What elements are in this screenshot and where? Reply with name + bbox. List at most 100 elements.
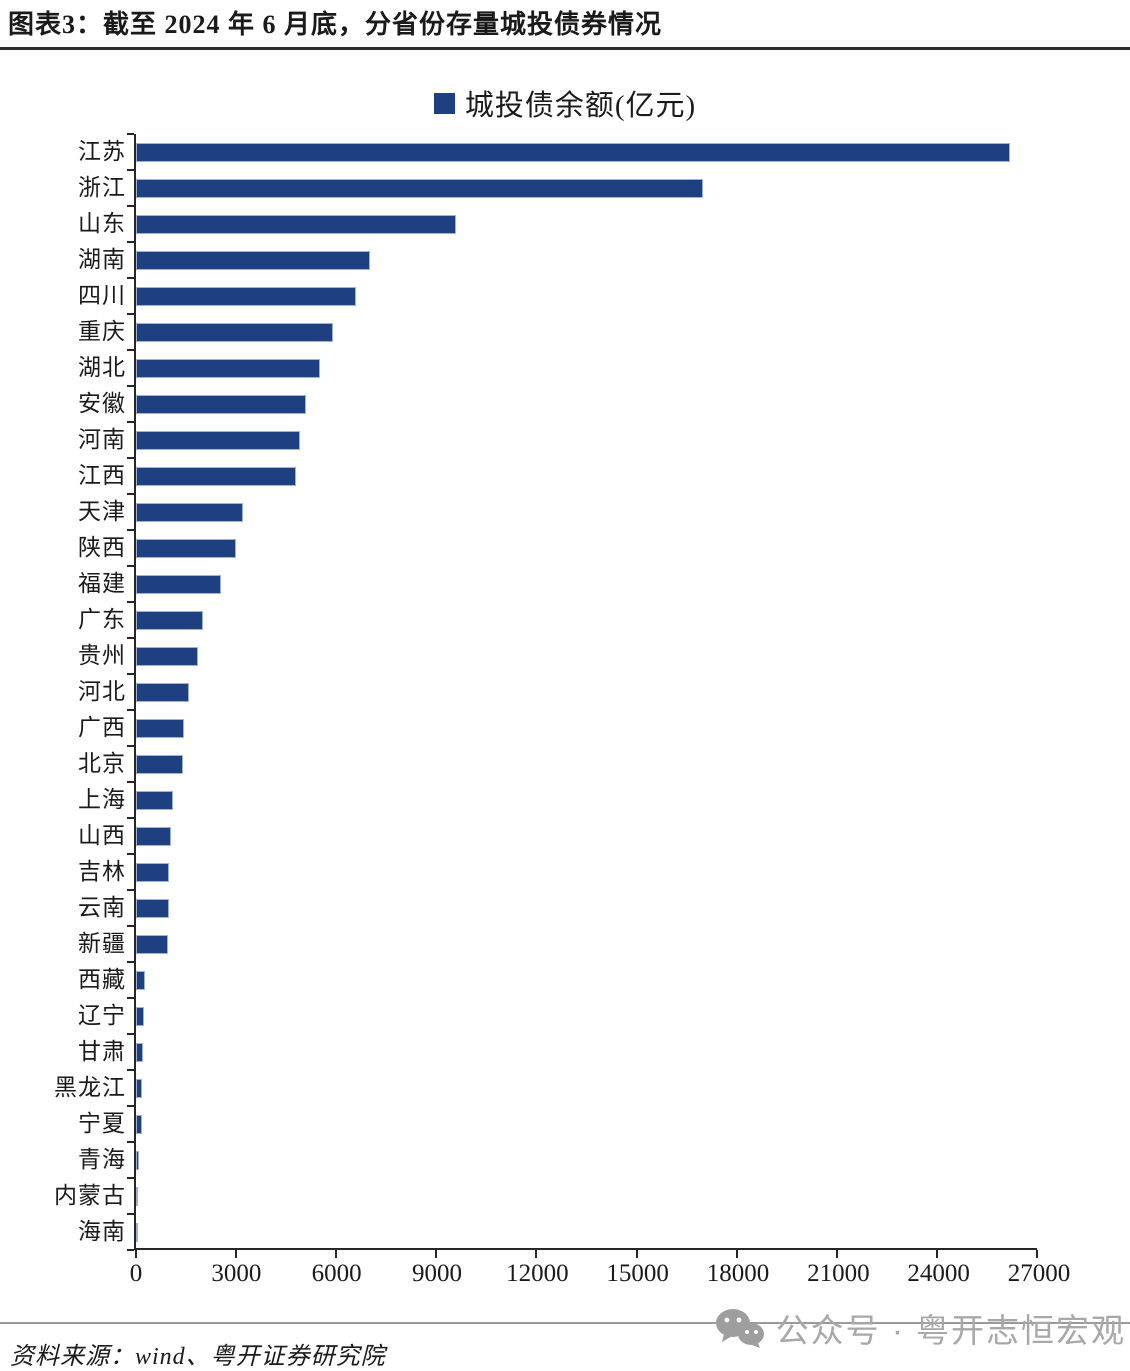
y-axis-tick	[127, 961, 134, 963]
category-label: 山西	[78, 823, 126, 848]
y-axis-tick	[127, 853, 134, 855]
bar-row	[136, 1106, 1037, 1142]
category-label: 天津	[78, 499, 126, 524]
y-axis-tick	[127, 709, 134, 711]
plot-area	[127, 133, 1038, 1258]
bar-row	[136, 170, 1037, 206]
bar-row	[136, 602, 1037, 638]
x-axis-tick	[235, 1250, 238, 1258]
bar	[136, 970, 145, 990]
category-label: 湖南	[78, 247, 126, 272]
y-axis-tick	[127, 241, 134, 243]
y-axis-tick	[127, 313, 134, 315]
category-label: 浙江	[78, 175, 126, 200]
bar	[136, 610, 203, 630]
bar-row	[136, 962, 1037, 998]
bar	[136, 502, 243, 522]
bar-row	[136, 818, 1037, 854]
category-label: 海南	[78, 1219, 126, 1244]
x-axis-tick	[935, 1250, 938, 1258]
x-axis-tick	[335, 1250, 338, 1258]
y-axis-tick	[127, 745, 134, 747]
category-label: 四川	[78, 283, 126, 308]
y-axis-tick	[127, 529, 134, 531]
y-axis-tick	[127, 169, 134, 171]
bar	[136, 358, 320, 378]
category-label: 重庆	[78, 319, 126, 344]
bar-row	[136, 1178, 1037, 1214]
category-label: 吉林	[78, 859, 126, 884]
y-axis-tick	[127, 1069, 134, 1071]
y-axis-tick	[127, 385, 134, 387]
x-axis-tick	[835, 1250, 838, 1258]
x-axis-tick	[635, 1250, 638, 1258]
bar	[136, 1222, 138, 1242]
y-axis-tick	[127, 349, 134, 351]
y-axis-tick	[127, 673, 134, 675]
bar	[136, 790, 173, 810]
category-label: 江苏	[78, 139, 126, 164]
category-label: 上海	[78, 787, 126, 812]
y-axis-labels: 江苏 浙江 山东 湖南 四川 重庆 湖北 安徽 河南 江西 天津 陕西 福建 广东 贵州 河北 广西 北京 上海 山西…	[0, 134, 134, 1250]
bar	[136, 682, 190, 702]
y-axis-tick	[127, 997, 134, 999]
y-axis-tick	[127, 637, 134, 639]
category-label: 黑龙江	[54, 1075, 126, 1100]
x-axis-label: 27000	[1007, 1260, 1071, 1287]
x-axis-labels: 0 3000 6000 9000 12000 15000 18000 21000 24000 27…	[130, 1250, 1071, 1296]
category-label: 云南	[78, 895, 126, 920]
bar	[136, 538, 237, 558]
x-axis-tick	[735, 1250, 738, 1258]
bar	[136, 862, 170, 882]
y-axis-tick	[127, 817, 134, 819]
bar	[136, 466, 297, 486]
category-label: 山东	[78, 211, 126, 236]
category-label: 河北	[78, 679, 126, 704]
x-axis-label: 18000	[706, 1260, 770, 1287]
bar	[136, 1078, 143, 1098]
x-axis-label: 15000	[606, 1260, 669, 1287]
x-axis-label: 12000	[506, 1260, 569, 1287]
bar-row	[136, 458, 1037, 494]
bar	[136, 1150, 140, 1170]
x-axis-tick	[1036, 1250, 1038, 1258]
y-axis-tick	[127, 277, 134, 279]
y-axis-tick	[127, 457, 134, 459]
bar-row	[136, 278, 1037, 314]
category-label: 北京	[78, 751, 126, 776]
bar	[136, 718, 185, 738]
page-title: 图表3：截至 2024 年 6 月底，分省份存量城投债券情况	[8, 10, 663, 39]
x-axis-label: 21000	[807, 1260, 870, 1287]
wechat-icon	[715, 1309, 764, 1348]
x-axis-tick	[435, 1250, 438, 1258]
category-label: 安徽	[78, 391, 126, 416]
bar-row	[136, 638, 1037, 674]
x-axis-tick	[535, 1250, 538, 1258]
bar-row	[136, 1142, 1037, 1178]
watermark: 公众号 · 粤开志恒宏观	[714, 1304, 1126, 1352]
bar	[136, 1114, 142, 1134]
bar	[136, 214, 457, 234]
legend-label: 城投债余额(亿元)	[464, 90, 697, 122]
y-axis-tick	[127, 565, 134, 567]
bar-row	[136, 854, 1037, 890]
x-axis-label: 9000	[411, 1260, 462, 1287]
footer-divider	[0, 1322, 1130, 1324]
category-label: 宁夏	[78, 1111, 126, 1136]
y-axis-tick	[127, 205, 134, 207]
bar-row	[136, 746, 1037, 782]
bar	[136, 250, 370, 270]
legend: 城投债余额(亿元)	[0, 82, 1130, 124]
bar	[136, 826, 172, 846]
bar-chart: 江苏 浙江 山东 湖南 四川 重庆 湖北 安徽 河南 江西 天津 陕西 福建 广东 贵州 河北 广西 北京 上海 山西…	[0, 133, 1130, 1258]
x-axis-tick	[135, 1250, 137, 1258]
bar-row	[136, 890, 1037, 926]
bar-row	[136, 998, 1037, 1034]
y-axis-tick	[127, 421, 134, 423]
bar	[136, 142, 1011, 162]
bar-row	[136, 314, 1037, 350]
bar-row	[136, 1070, 1037, 1106]
y-axis-tick	[127, 1033, 134, 1035]
category-label: 广东	[78, 607, 126, 632]
bar-row	[136, 350, 1037, 386]
